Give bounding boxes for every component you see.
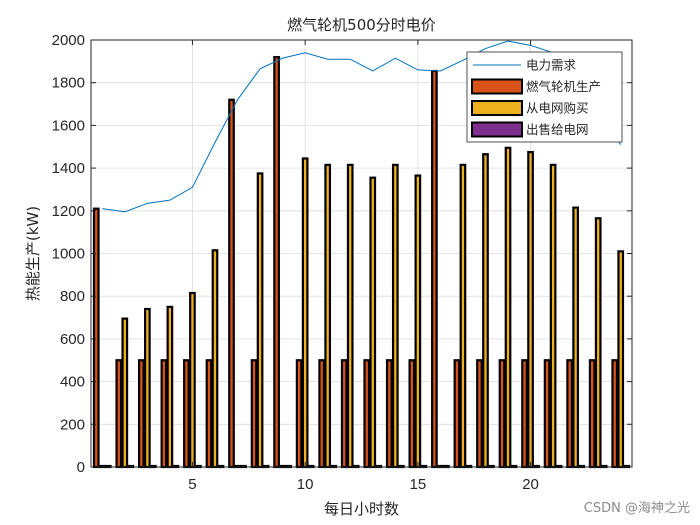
y-tick-label: 1600	[52, 117, 85, 134]
legend-label: 电力需求	[526, 58, 577, 73]
legend-swatch	[471, 100, 523, 116]
bar	[431, 69, 438, 469]
bar	[588, 359, 596, 469]
bar	[617, 250, 625, 469]
y-tick-label: 1200	[52, 203, 85, 220]
bar	[369, 176, 377, 469]
bar	[527, 150, 534, 469]
demand-line	[102, 40, 622, 213]
y-tick-label: 200	[60, 416, 85, 433]
bar	[256, 172, 264, 469]
ticks: 0 200 400 600 800 1000 1200 1400 1600 1800 2000 5 10…	[52, 32, 632, 493]
bar	[363, 359, 371, 469]
x-tick-label: 10	[297, 476, 314, 493]
bar	[594, 217, 602, 469]
bar	[92, 207, 100, 469]
bar	[482, 153, 489, 469]
watermark: CSDN @海神之光	[584, 501, 690, 516]
legend-label: 从电网购买	[526, 101, 589, 116]
bar	[205, 359, 213, 469]
bar	[318, 359, 326, 469]
legend-swatch	[471, 78, 523, 95]
y-tick-label: 2000	[52, 32, 85, 49]
bar	[566, 359, 573, 469]
bar	[295, 359, 303, 469]
y-tick-label: 800	[60, 288, 85, 305]
x-tick-label: 5	[188, 476, 196, 493]
bar	[549, 163, 557, 469]
bar	[414, 174, 422, 469]
bar	[144, 307, 151, 469]
bar	[137, 359, 145, 469]
bar	[504, 146, 512, 469]
bar	[572, 206, 579, 469]
x-tick-label: 20	[522, 476, 539, 493]
bar	[183, 359, 190, 469]
legend-label: 出售给电网	[526, 122, 589, 137]
y-tick-label: 1800	[52, 75, 85, 92]
bar	[301, 157, 309, 469]
x-tick-label: 15	[410, 476, 427, 493]
bar	[385, 359, 393, 469]
bar	[228, 98, 235, 469]
bar	[340, 359, 348, 469]
bar	[160, 359, 168, 469]
y-axis-label: 热能生产(kW)	[24, 206, 42, 301]
bar	[521, 359, 528, 469]
bar	[324, 163, 332, 469]
bar	[166, 305, 174, 469]
bar	[459, 163, 467, 469]
bar	[476, 359, 483, 469]
bar	[189, 291, 196, 469]
bar	[115, 359, 123, 469]
legend-label: 燃气轮机生产	[526, 79, 601, 94]
y-tick-label: 600	[60, 331, 85, 348]
bar	[453, 359, 461, 469]
bar	[121, 317, 129, 469]
bar	[250, 359, 258, 469]
legend-swatch	[471, 121, 523, 138]
x-axis-label: 每日小时数	[324, 500, 399, 518]
bar	[498, 359, 506, 469]
bar	[211, 249, 219, 469]
y-tick-label: 1000	[52, 246, 85, 263]
y-tick-label: 400	[60, 374, 85, 391]
y-tick-label: 0	[77, 459, 85, 476]
line-layer	[102, 40, 622, 213]
chart-title: 燃气轮机500分时电价	[287, 16, 436, 34]
bar	[273, 55, 280, 469]
y-tick-label: 1400	[52, 160, 85, 177]
bar	[611, 359, 619, 469]
bar	[346, 163, 354, 469]
bar	[543, 359, 551, 469]
bar	[408, 359, 416, 469]
bar	[391, 163, 399, 469]
